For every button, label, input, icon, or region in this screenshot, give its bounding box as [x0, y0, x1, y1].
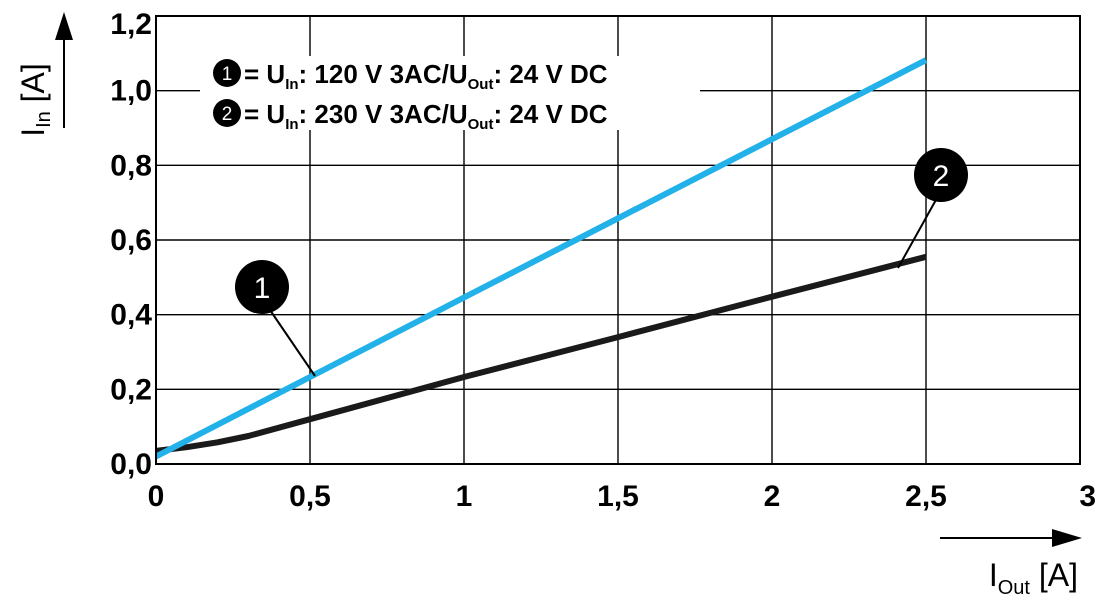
x-tick-label: 0 — [148, 480, 165, 513]
curve-callout-1: 1 — [235, 260, 316, 377]
x-axis-arrow — [940, 529, 1082, 547]
y-tick-label: 1,2 — [110, 8, 152, 41]
series-line-1 — [154, 57, 928, 460]
y-tick-label: 0,2 — [110, 373, 152, 406]
x-tick-label: 3 — [1079, 480, 1096, 513]
x-tick-label: 2 — [764, 480, 781, 513]
legend-entry-1: 1 = UIn: 120 V 3AC/UOut: 24 V DC — [213, 59, 608, 93]
x-tick-label: 1 — [456, 480, 473, 513]
plot-frame — [155, 15, 1081, 465]
curve-marker-2: 2 — [933, 160, 950, 193]
chart-ticks: 0 0,5 1 1,5 2 2,5 3 0,0 0,2 0,4 0,6 0,8 1,0 1,2 — [110, 8, 1096, 513]
legend-entry-2: 2 = UIn: 230 V 3AC/UOut: 24 V DC — [213, 99, 608, 133]
x-tick-label: 1,5 — [597, 480, 639, 513]
series-line-2 — [155, 253, 927, 454]
y-tick-label: 0,4 — [110, 299, 152, 332]
y-axis-title: IIn [A] — [15, 63, 55, 137]
svg-text:= UIn: 120 V 3AC/UOut: 24 V DC: = UIn: 120 V 3AC/UOut: 24 V DC — [244, 59, 608, 93]
y-tick-label: 0,8 — [110, 149, 152, 182]
x-axis-title: IOut [A] — [989, 557, 1078, 599]
x-tick-label: 0,5 — [289, 480, 331, 513]
legend-marker-2: 2 — [222, 104, 233, 125]
svg-text:IIn [A]: IIn [A] — [15, 63, 55, 137]
chart-series — [154, 57, 928, 460]
y-tick-label: 1,0 — [110, 75, 152, 108]
x-tick-label: 2,5 — [905, 480, 947, 513]
y-tick-label: 0,6 — [110, 224, 152, 257]
curve-marker-1: 1 — [254, 272, 271, 305]
legend: 1 = UIn: 120 V 3AC/UOut: 24 V DC 2 = UIn… — [200, 56, 700, 133]
svg-text:= UIn: 230 V 3AC/UOut: 24 V DC: = UIn: 230 V 3AC/UOut: 24 V DC — [244, 99, 608, 133]
y-axis-arrow — [55, 12, 73, 128]
legend-marker-1: 1 — [222, 64, 233, 85]
curve-callout-2: 2 — [897, 148, 968, 269]
y-tick-label: 0,0 — [110, 448, 152, 481]
